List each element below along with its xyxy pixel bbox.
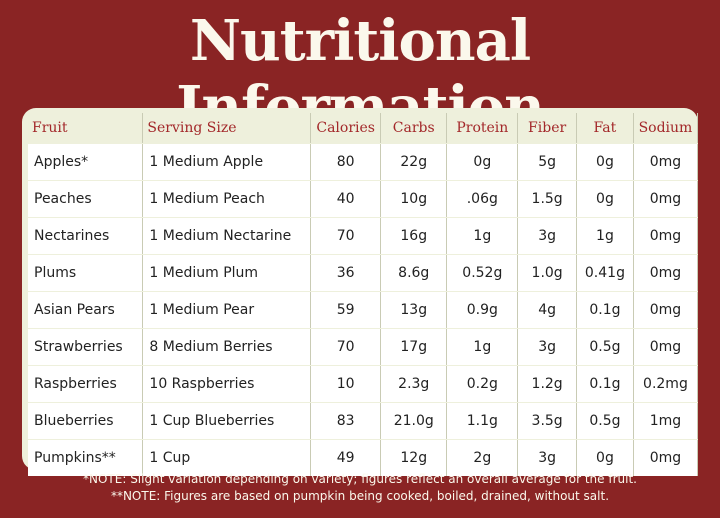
column-header: Fat xyxy=(577,113,634,143)
table-cell: 13g xyxy=(381,292,448,328)
table-cell: 1.0g xyxy=(518,255,577,291)
column-header: Sodium xyxy=(634,113,698,143)
table-cell: 2g xyxy=(447,440,519,476)
table-cell: 0.5g xyxy=(576,329,634,365)
table-cell: 22g xyxy=(381,144,448,180)
table-cell: 1.1g xyxy=(447,403,519,439)
table-cell: 10 Raspberries xyxy=(143,366,312,402)
table-cell: Strawberries xyxy=(28,329,144,365)
table-cell: 0.41g xyxy=(576,255,634,291)
table-cell: 70 xyxy=(311,218,382,254)
table-cell: 0.1g xyxy=(576,366,634,402)
table-cell: Peaches xyxy=(28,181,144,217)
table-panel: Fruit Serving Size Calories Carbs Protein Fib… xyxy=(22,108,698,476)
table-cell: 0mg xyxy=(633,329,698,365)
table-cell: 1g xyxy=(576,218,634,254)
column-header: Carbs xyxy=(381,113,448,143)
table-cell: 8 Medium Berries xyxy=(143,329,312,365)
table-cell: 3g xyxy=(518,329,577,365)
table-cell: 59 xyxy=(311,292,382,328)
table-cell: 36 xyxy=(311,255,382,291)
table-cell: 3g xyxy=(518,440,577,476)
table-cell: 80 xyxy=(311,144,382,180)
table-cell: 0g xyxy=(447,144,519,180)
table-cell: 49 xyxy=(311,440,382,476)
table-cell: 1.5g xyxy=(518,181,577,217)
table-body: Apples* 1 Medium Apple 80 22g 0g 5g 0g 0mg Peach… xyxy=(28,144,698,476)
table-row: Plums 1 Medium Plum 36 8.6g 0.52g 1.0g 0.41g 0m… xyxy=(28,255,698,291)
table-cell: 1g xyxy=(447,218,519,254)
table-row: Raspberries 10 Raspberries 10 2.3g 0.2g 1.2g 0… xyxy=(28,366,698,402)
table-cell: 0g xyxy=(576,144,634,180)
table-cell: 1 Cup Blueberries xyxy=(143,403,312,439)
table-cell: Pumpkins** xyxy=(28,440,144,476)
table-cell: 0.9g xyxy=(447,292,519,328)
table-cell: 10 xyxy=(311,366,382,402)
table-cell: 1mg xyxy=(633,403,698,439)
table-row: Strawberries 8 Medium Berries 70 17g 1g 3g 0.5… xyxy=(28,329,698,365)
table-cell: 0mg xyxy=(633,181,698,217)
table-cell: Plums xyxy=(28,255,144,291)
note: **NOTE: Figures are based on pumpkin bei… xyxy=(110,489,610,503)
table-cell: 0.5g xyxy=(576,403,634,439)
column-header: Fruit xyxy=(28,113,144,143)
table-cell: 0mg xyxy=(633,292,698,328)
table-row: Asian Pears 1 Medium Pear 59 13g 0.9g 4g 0.1g 0… xyxy=(28,292,698,328)
table-cell: Raspberries xyxy=(28,366,144,402)
table-cell: 0.2mg xyxy=(633,366,698,402)
table-cell: 5g xyxy=(518,144,577,180)
table-cell: Blueberries xyxy=(28,403,144,439)
column-header: Calories xyxy=(311,113,382,143)
table-cell: 1 Medium Nectarine xyxy=(143,218,312,254)
table-cell: 0g xyxy=(576,181,634,217)
table-cell: 2.3g xyxy=(381,366,448,402)
table-cell: 1 Cup xyxy=(143,440,312,476)
table-cell: 0mg xyxy=(633,218,698,254)
table-cell: Apples* xyxy=(28,144,144,180)
table-cell: 3.5g xyxy=(518,403,577,439)
column-header: Fiber xyxy=(518,113,577,143)
table-cell: 1 Medium Apple xyxy=(143,144,312,180)
table-cell: 0mg xyxy=(633,144,698,180)
table-cell: 1g xyxy=(447,329,519,365)
table-row: Pumpkins** 1 Cup 49 12g 2g 3g 0g 0mg xyxy=(28,440,698,476)
table-cell: 1 Medium Pear xyxy=(143,292,312,328)
table-cell: 16g xyxy=(381,218,448,254)
notes: *NOTE: Slight variation depending on var… xyxy=(0,471,720,505)
table-cell: 0mg xyxy=(633,255,698,291)
table-row: Peaches 1 Medium Peach 40 10g .06g 1.5g 0g 0mg xyxy=(28,181,698,217)
table-cell: .06g xyxy=(447,181,519,217)
table-cell: 83 xyxy=(311,403,382,439)
table-cell: 8.6g xyxy=(381,255,448,291)
table-cell: 1 Medium Peach xyxy=(143,181,312,217)
table-row: Nectarines 1 Medium Nectarine 70 16g 1g 3g 1g 0… xyxy=(28,218,698,254)
table-cell: 70 xyxy=(311,329,382,365)
table-row: Apples* 1 Medium Apple 80 22g 0g 5g 0g 0mg xyxy=(28,144,698,180)
column-header: Protein xyxy=(447,113,519,143)
table-cell: 1.2g xyxy=(518,366,577,402)
table-cell: 1 Medium Plum xyxy=(143,255,312,291)
header-row: Fruit Serving Size Calories Carbs Protein Fib… xyxy=(28,113,698,143)
column-header: Serving Size xyxy=(143,113,312,143)
table-cell: 0mg xyxy=(633,440,698,476)
table-cell: 0.52g xyxy=(447,255,519,291)
table-cell: Nectarines xyxy=(28,218,144,254)
nutrition-table: Fruit Serving Size Calories Carbs Protein Fib… xyxy=(28,112,698,477)
note: *NOTE: Slight variation depending on var… xyxy=(83,472,637,486)
table-cell: Asian Pears xyxy=(28,292,144,328)
table-cell: 40 xyxy=(311,181,382,217)
table-cell: 17g xyxy=(381,329,448,365)
table-cell: 0.1g xyxy=(576,292,634,328)
table-cell: 0g xyxy=(576,440,634,476)
table-cell: 21.0g xyxy=(381,403,448,439)
table-cell: 10g xyxy=(381,181,448,217)
table-cell: 4g xyxy=(518,292,577,328)
table-cell: 0.2g xyxy=(447,366,519,402)
table-row: Blueberries 1 Cup Blueberries 83 21.0g 1.1g 3… xyxy=(28,403,698,439)
table-cell: 12g xyxy=(381,440,448,476)
title: Nutritional Information xyxy=(176,8,545,140)
table-cell: 3g xyxy=(518,218,577,254)
